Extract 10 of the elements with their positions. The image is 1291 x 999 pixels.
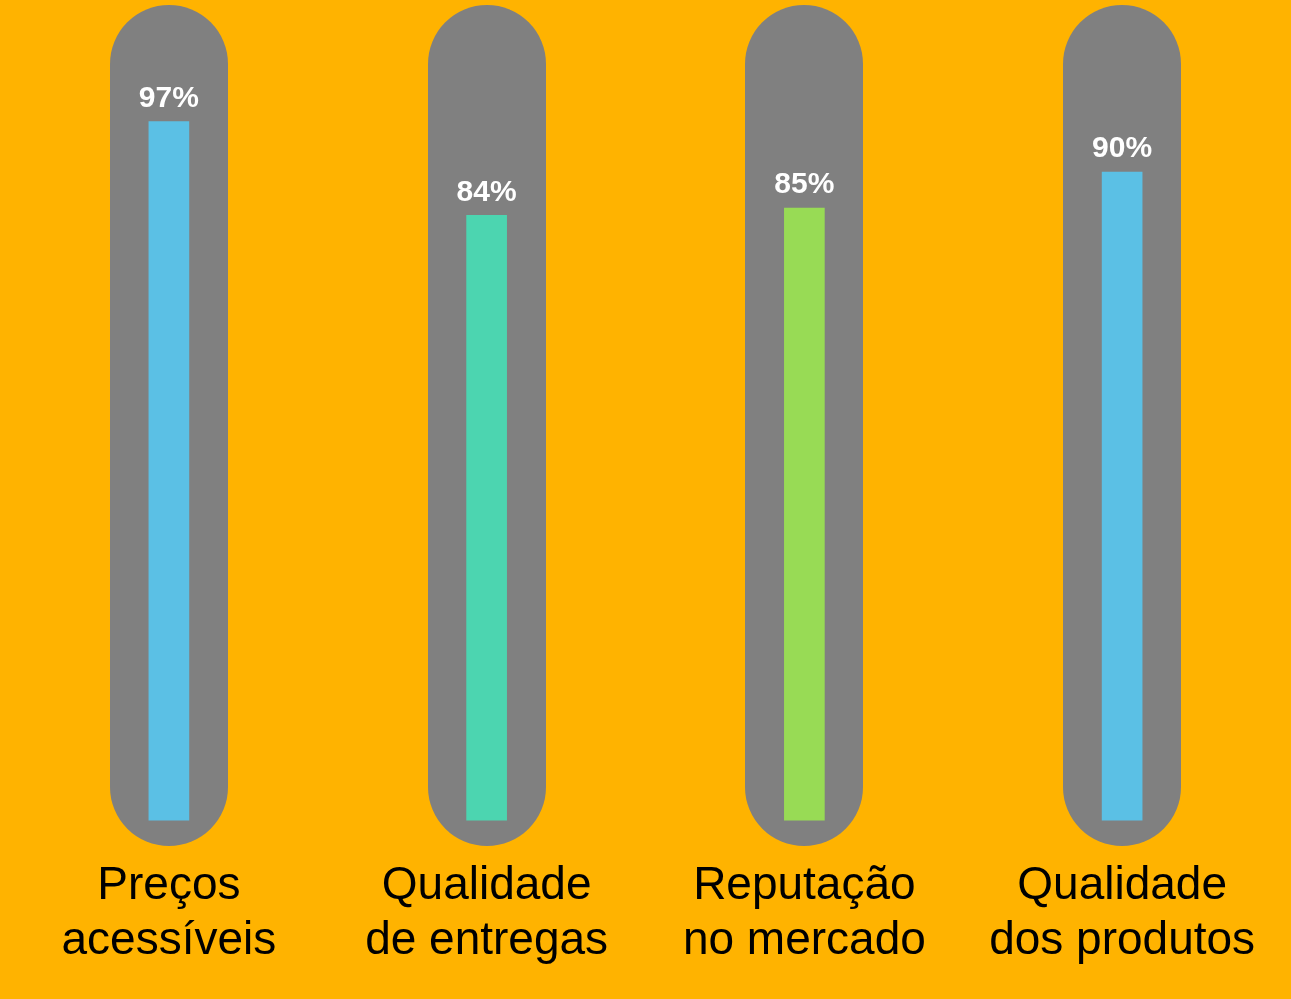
- data-label: 97%: [138, 79, 199, 113]
- x-tick-label: Qualidade dos produtos: [989, 856, 1256, 965]
- x-tick-label: Qualidade de entregas: [365, 856, 609, 965]
- bar: [466, 214, 507, 821]
- x-tick-label: Reputação no mercado: [682, 856, 926, 965]
- data-label: 85%: [774, 166, 835, 200]
- data-label: 84%: [456, 173, 517, 207]
- data-label: 90%: [1092, 130, 1153, 164]
- x-tick-label: Preços acessíveis: [61, 856, 277, 965]
- bar: [784, 207, 825, 821]
